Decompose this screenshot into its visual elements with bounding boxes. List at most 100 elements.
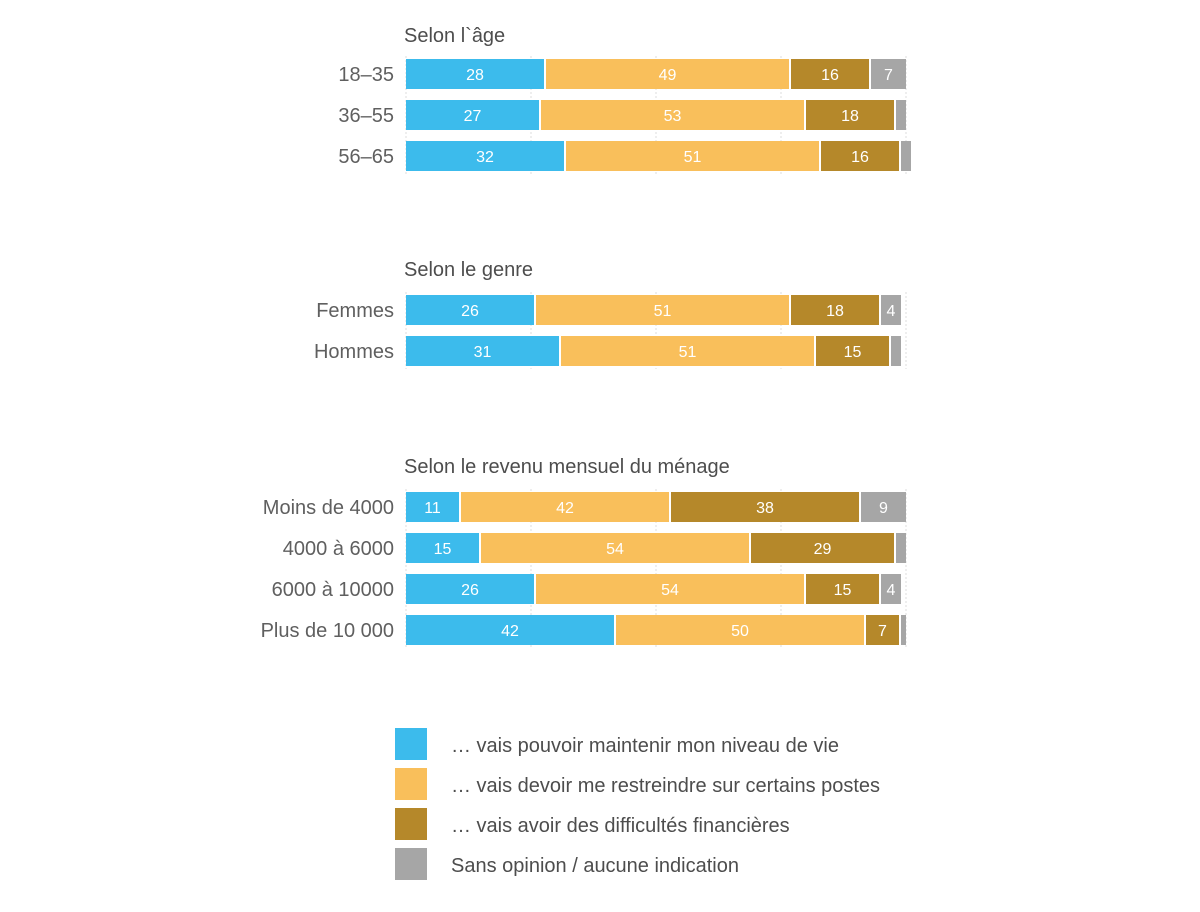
legend-label: Sans opinion / aucune indication xyxy=(451,855,739,877)
legend-item: … vais avoir des difficultés financières xyxy=(395,808,790,840)
data-label: 9 xyxy=(879,500,888,517)
data-label: 54 xyxy=(661,582,679,599)
bar-segment xyxy=(751,533,894,563)
group-1: Selon le genre Femmes 26 51 18 4 Hommes 31 51 15 xyxy=(314,259,907,369)
bar-segment xyxy=(541,100,804,130)
bar-segment xyxy=(406,100,539,130)
data-label: 38 xyxy=(756,500,774,517)
legend-label: … vais avoir des difficultés financières xyxy=(451,815,790,837)
category-label: Hommes xyxy=(314,341,394,363)
data-label: 16 xyxy=(851,149,869,166)
legend-swatch xyxy=(395,808,427,840)
data-label: 18 xyxy=(841,108,859,125)
data-label: 27 xyxy=(464,108,482,125)
data-label: 51 xyxy=(679,344,697,361)
bar-segment xyxy=(546,59,789,89)
bar-row: Femmes 26 51 18 4 xyxy=(316,295,901,325)
data-label: 4 xyxy=(887,582,896,599)
bar-segment xyxy=(881,295,901,325)
bar-segment xyxy=(461,492,669,522)
category-label: Moins de 4000 xyxy=(263,497,394,519)
bar-segment xyxy=(406,574,534,604)
group-title: Selon l`âge xyxy=(404,25,505,47)
bar-row: 18–35 28 49 16 7 xyxy=(338,59,906,89)
legend-swatch xyxy=(395,768,427,800)
data-label: 26 xyxy=(461,582,479,599)
bar-row: Plus de 10 000 42 50 7 xyxy=(261,615,906,645)
bar-segment xyxy=(536,295,789,325)
bar-segment xyxy=(901,141,911,171)
group-2: Selon le revenu mensuel du ménage Moins d… xyxy=(261,456,907,648)
bar-segment xyxy=(406,59,544,89)
bar-segment xyxy=(881,574,901,604)
bar-segment xyxy=(566,141,819,171)
category-label: 18–35 xyxy=(338,64,394,86)
bar-segment xyxy=(406,615,614,645)
bar-segment xyxy=(901,615,906,645)
data-label: 42 xyxy=(556,500,574,517)
legend-swatch xyxy=(395,728,427,760)
data-label: 7 xyxy=(878,623,887,640)
bar-segment xyxy=(896,533,906,563)
category-label: 36–55 xyxy=(338,105,394,127)
legend-item: Sans opinion / aucune indication xyxy=(395,848,739,880)
data-label: 29 xyxy=(814,541,832,558)
bar-segment xyxy=(806,574,879,604)
category-label: 56–65 xyxy=(338,146,394,168)
legend: … vais pouvoir maintenir mon niveau de v… xyxy=(395,728,880,880)
data-label: 50 xyxy=(731,623,749,640)
legend-swatch xyxy=(395,848,427,880)
bar-row: Moins de 4000 11 42 38 9 xyxy=(263,492,906,522)
legend-label: … vais devoir me restreindre sur certain… xyxy=(451,775,880,797)
bar-segment xyxy=(791,295,879,325)
bar-row: 56–65 32 51 16 xyxy=(338,141,911,171)
data-label: 4 xyxy=(887,303,896,320)
bar-segment xyxy=(871,59,906,89)
data-label: 51 xyxy=(684,149,702,166)
data-label: 53 xyxy=(664,108,682,125)
legend-item: … vais pouvoir maintenir mon niveau de v… xyxy=(395,728,839,760)
bar-segment xyxy=(866,615,899,645)
bar-row: Hommes 31 51 15 xyxy=(314,336,901,366)
bar-segment xyxy=(816,336,889,366)
legend-label: … vais pouvoir maintenir mon niveau de v… xyxy=(451,735,839,757)
data-label: 31 xyxy=(474,344,492,361)
data-label: 26 xyxy=(461,303,479,320)
bar-segment xyxy=(406,336,559,366)
data-label: 15 xyxy=(834,582,852,599)
data-label: 49 xyxy=(659,67,677,84)
category-label: 6000 à 10000 xyxy=(272,579,394,601)
category-label: Plus de 10 000 xyxy=(261,620,394,642)
bar-segment xyxy=(536,574,804,604)
bar-row: 6000 à 10000 26 54 15 4 xyxy=(272,574,901,604)
bar-segment xyxy=(481,533,749,563)
data-label: 7 xyxy=(884,67,893,84)
category-label: Femmes xyxy=(316,300,394,322)
bar-segment xyxy=(616,615,864,645)
group-title: Selon le genre xyxy=(404,259,533,281)
data-label: 28 xyxy=(466,67,484,84)
bar-segment xyxy=(861,492,906,522)
bar-row: 4000 à 6000 15 54 29 xyxy=(283,533,906,563)
bar-segment xyxy=(821,141,899,171)
data-label: 16 xyxy=(821,67,839,84)
bar-segment xyxy=(791,59,869,89)
data-label: 32 xyxy=(476,149,494,166)
data-label: 51 xyxy=(654,303,672,320)
bar-segment xyxy=(406,492,459,522)
data-label: 18 xyxy=(826,303,844,320)
bar-segment xyxy=(891,336,901,366)
bar-segment xyxy=(406,141,564,171)
bar-row: 36–55 27 53 18 xyxy=(338,100,906,130)
legend-item: … vais devoir me restreindre sur certain… xyxy=(395,768,880,800)
data-label: 11 xyxy=(424,500,441,517)
bar-segment xyxy=(406,295,534,325)
category-label: 4000 à 6000 xyxy=(283,538,394,560)
bar-segment xyxy=(561,336,814,366)
data-label: 42 xyxy=(501,623,519,640)
group-title: Selon le revenu mensuel du ménage xyxy=(404,456,730,478)
group-0: Selon l`âge 18–35 28 49 16 7 36–55 27 53 18 56–65 3… xyxy=(338,25,911,174)
data-label: 54 xyxy=(606,541,624,558)
bar-segment xyxy=(671,492,859,522)
